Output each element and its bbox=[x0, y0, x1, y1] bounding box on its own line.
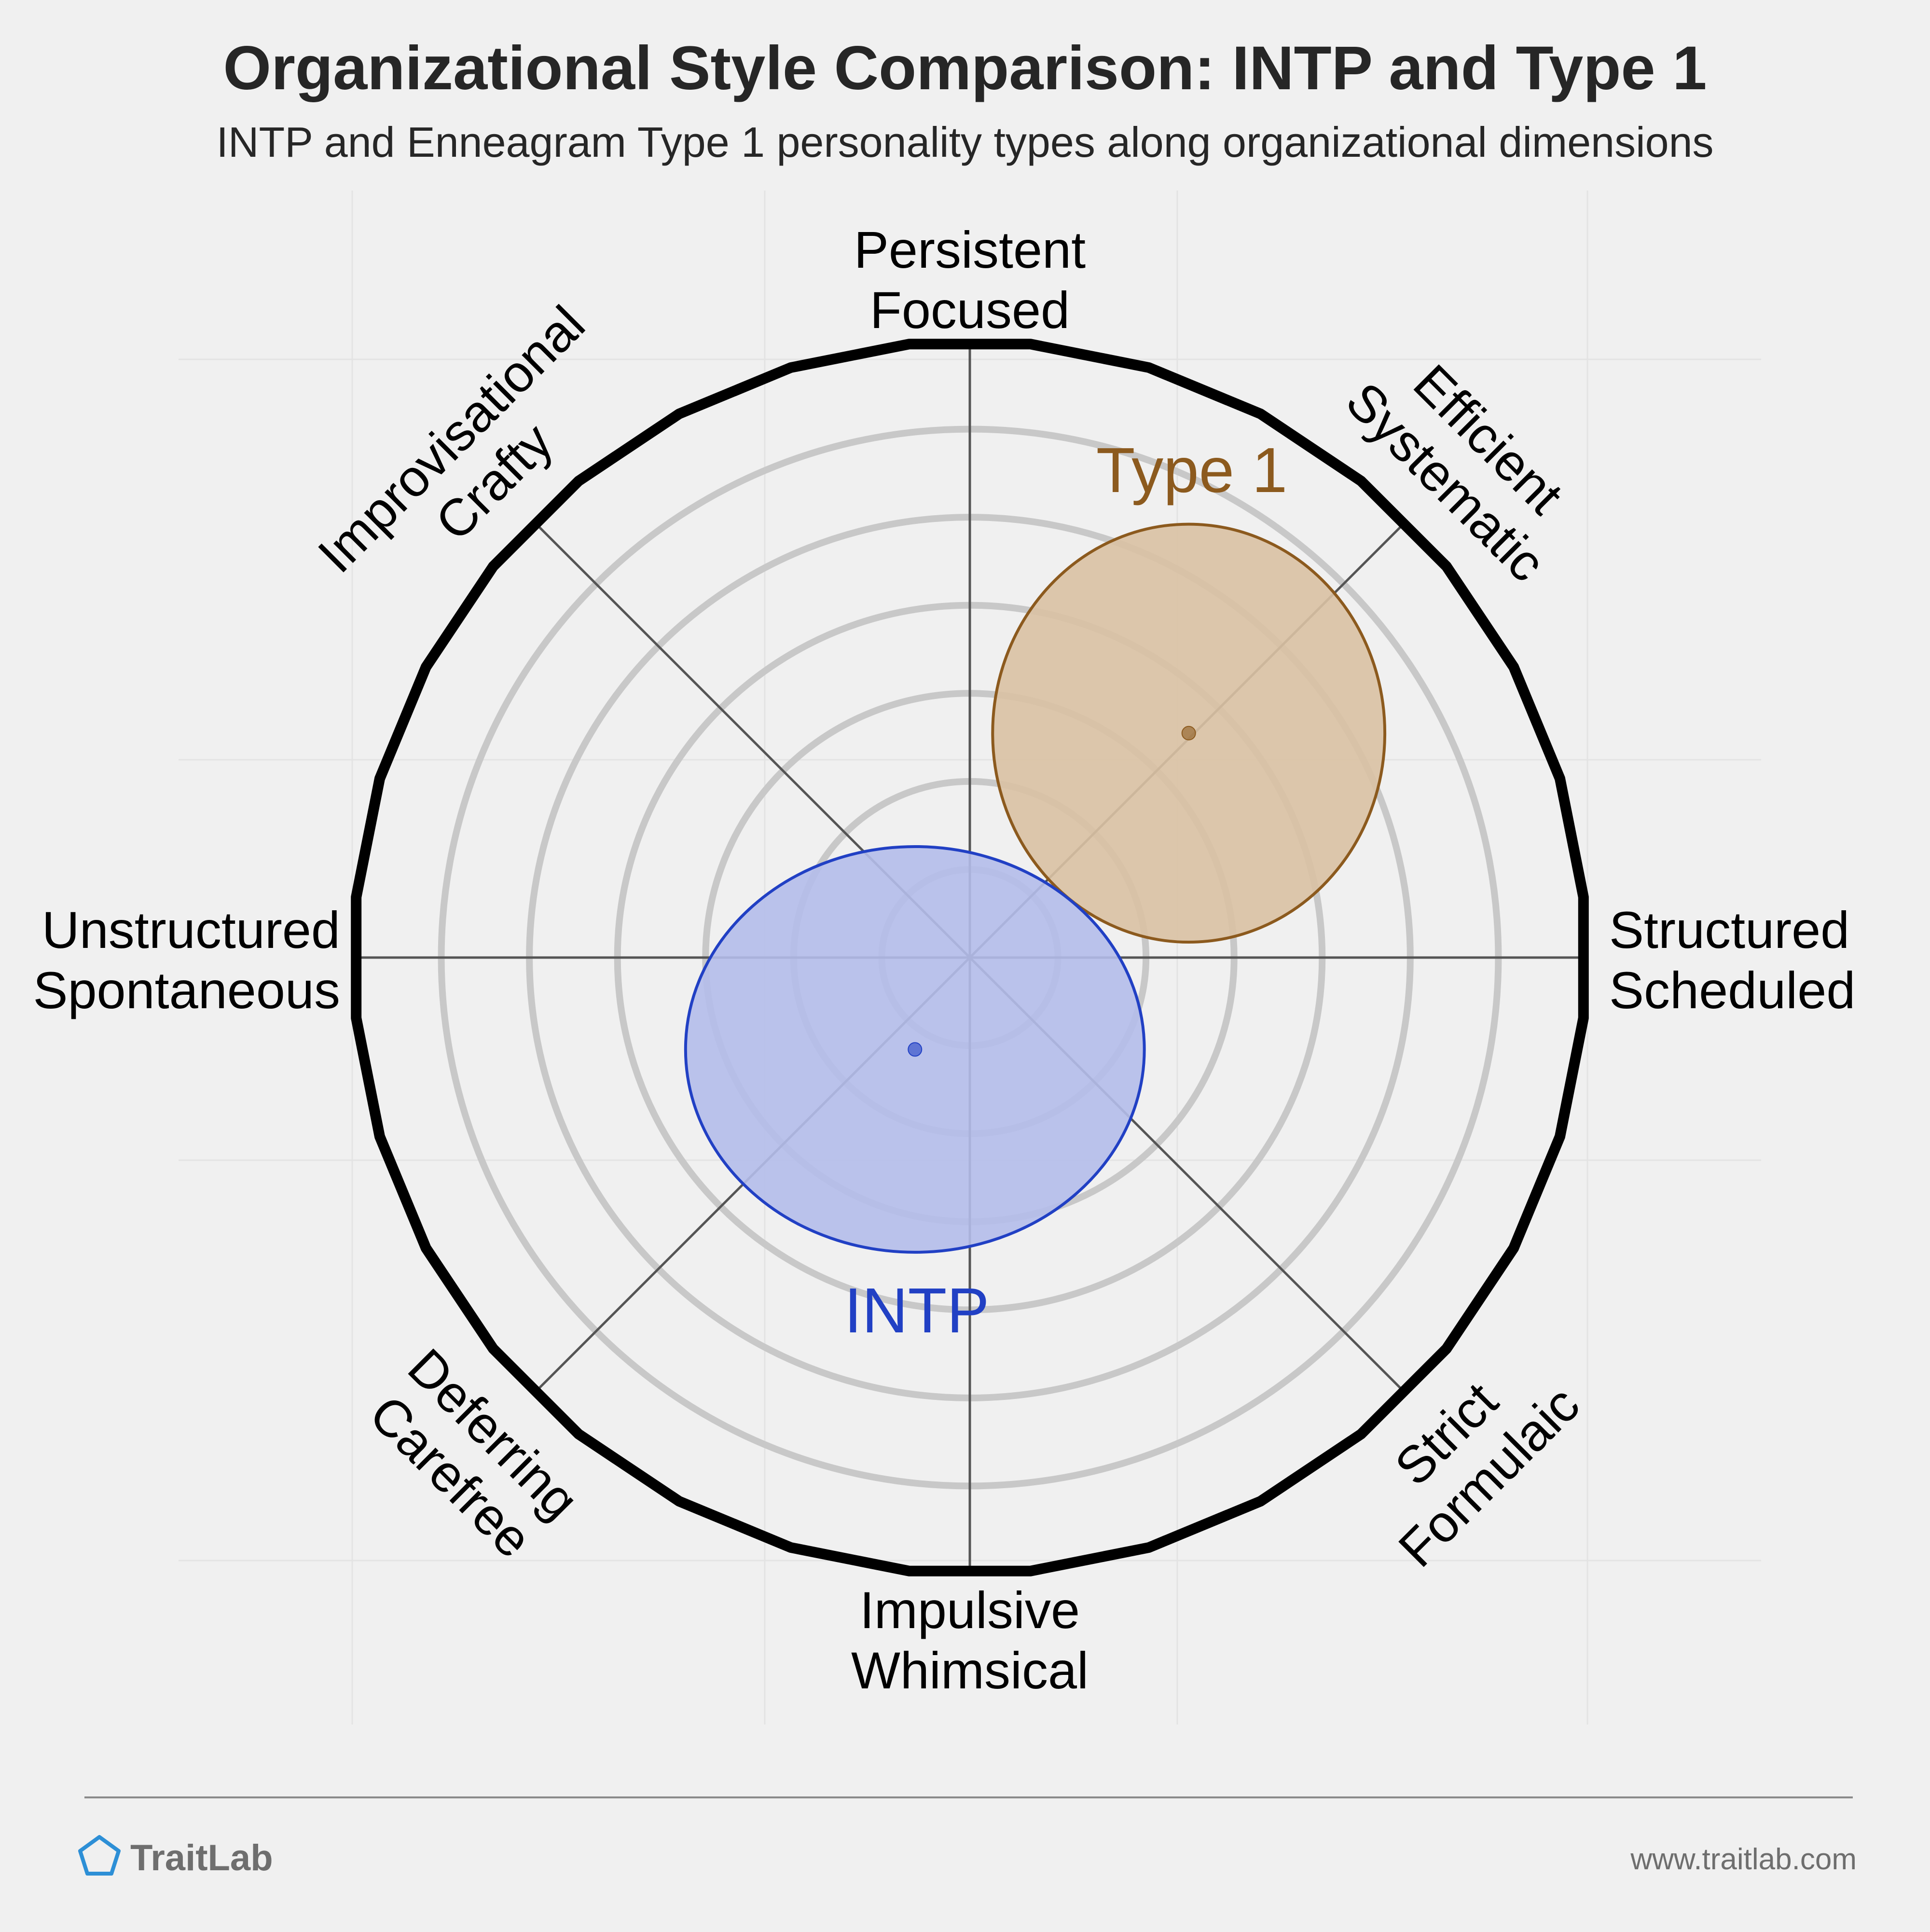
chart-subtitle: INTP and Enneagram Type 1 personality ty… bbox=[216, 118, 1713, 166]
axis-north-label-line-0: Persistent bbox=[854, 220, 1086, 279]
axis-north-label-line-1: Focused bbox=[870, 281, 1070, 339]
axis-east-label-line-1: Scheduled bbox=[1609, 961, 1855, 1019]
radar-outer-ring bbox=[351, 339, 1589, 1576]
series-point-1 bbox=[908, 1042, 923, 1057]
series-blobs bbox=[684, 522, 1387, 1254]
footer-url: www.traitlab.com bbox=[1630, 1843, 1857, 1876]
axis-west-label-line-1: Spontaneous bbox=[33, 961, 340, 1019]
series-label-1: INTP bbox=[844, 1275, 990, 1346]
axis-east-label-line-0: Structured bbox=[1609, 901, 1849, 959]
radar-outer-ring-shape bbox=[351, 339, 1589, 1576]
chart-title: Organizational Style Comparison: INTP an… bbox=[223, 34, 1707, 103]
axis-west-label-line-0: Unstructured bbox=[42, 901, 340, 959]
series-label-0: Type 1 bbox=[1096, 435, 1287, 506]
axis-south-label-line-0: Impulsive bbox=[860, 1581, 1080, 1639]
footer-brand: TraitLab bbox=[130, 1837, 273, 1878]
pentagon-icon bbox=[78, 1835, 121, 1876]
axis-south-label-line-1: Whimsical bbox=[851, 1641, 1089, 1699]
series-point-0 bbox=[1181, 726, 1196, 740]
series-labels: Type 1 INTP bbox=[844, 435, 1287, 1346]
